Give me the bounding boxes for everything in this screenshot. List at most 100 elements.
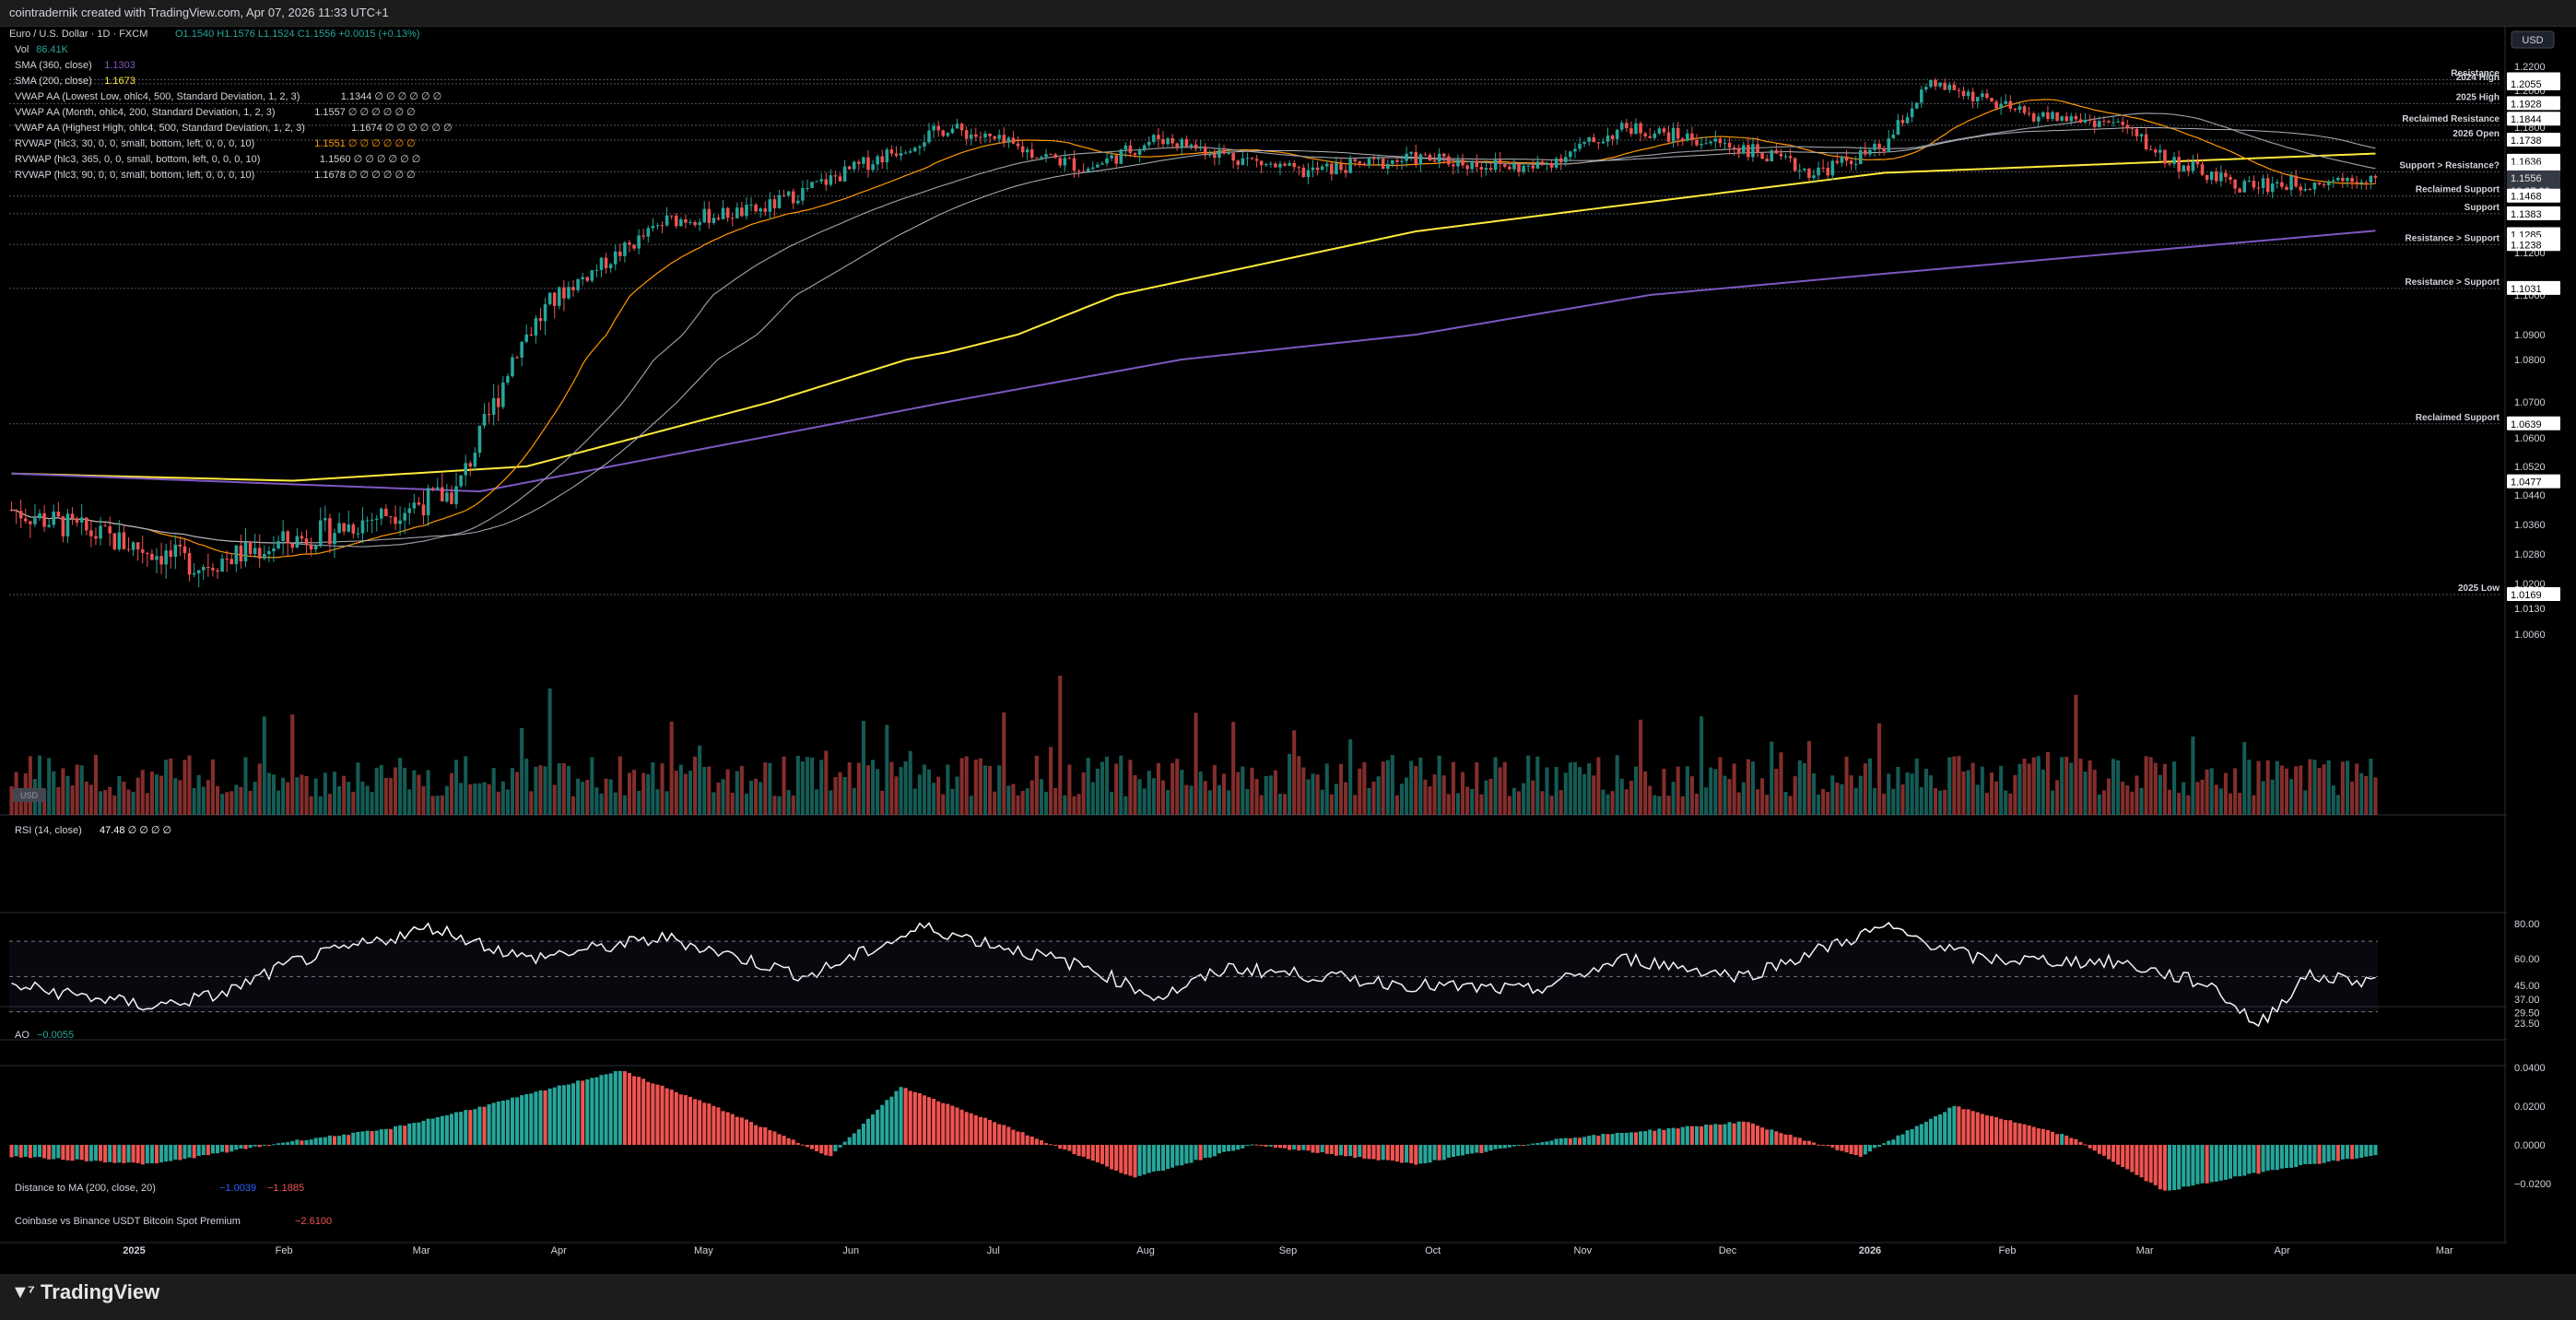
ao-bar xyxy=(1811,1142,1817,1145)
candle-body xyxy=(1311,167,1315,171)
candle-body xyxy=(2111,122,2115,124)
volume-bar xyxy=(1788,796,1793,815)
ao-bar xyxy=(1887,1140,1891,1145)
ao-bar xyxy=(2209,1145,2214,1183)
time-tick-label: Apr xyxy=(551,1245,567,1256)
candle-body xyxy=(754,205,758,212)
candle-body xyxy=(684,218,688,223)
volume-bar xyxy=(9,786,14,815)
ao-bar xyxy=(2364,1145,2369,1157)
volume-bar xyxy=(1063,795,1067,815)
footer xyxy=(0,1274,2576,1320)
candle-body xyxy=(1793,158,1797,171)
time-tick-label: Sep xyxy=(1279,1245,1298,1256)
candle-body xyxy=(2116,122,2120,124)
ao-bar xyxy=(2247,1145,2252,1174)
ao-bar xyxy=(266,1145,271,1146)
volume-bar xyxy=(819,760,824,815)
candle-body xyxy=(1086,169,1090,172)
candle-body xyxy=(243,542,248,562)
volume-bar xyxy=(748,780,754,815)
ao-bar xyxy=(973,1114,978,1145)
volume-bar xyxy=(1137,779,1142,815)
candle-body xyxy=(889,149,894,154)
ao-tick-label: 0.0200 xyxy=(2514,1102,2546,1113)
ao-bar xyxy=(135,1145,140,1163)
ao-bar xyxy=(1268,1145,1273,1147)
candle-body xyxy=(1353,159,1358,161)
ao-label: AO xyxy=(15,1030,29,1041)
volume-bar xyxy=(1704,787,1709,815)
candle-body xyxy=(1227,152,1230,154)
ao-bar xyxy=(2041,1128,2045,1145)
volume-bar xyxy=(538,765,543,815)
candle-body xyxy=(908,151,912,153)
candle-body xyxy=(2121,122,2124,125)
volume-bar xyxy=(800,761,805,815)
level-annotation: Reclaimed Resistance xyxy=(2402,114,2500,124)
candle-body xyxy=(1639,123,1642,134)
candle-body xyxy=(707,208,712,223)
legend-indicator-value: 1.1557 ∅ ∅ ∅ ∅ ∅ ∅ xyxy=(314,107,415,118)
ao-bar xyxy=(253,1145,257,1147)
candle-body xyxy=(871,164,875,171)
tradingview-logo[interactable]: ▼⁷ TradingView xyxy=(11,1280,159,1304)
currency-button-label[interactable]: USD xyxy=(2522,35,2543,46)
currency-button[interactable] xyxy=(2511,30,2555,49)
candle-body xyxy=(1213,154,1217,159)
ao-bar xyxy=(2177,1145,2182,1190)
ao-bar xyxy=(1358,1145,1362,1158)
ao-bar xyxy=(356,1131,360,1145)
ao-bar xyxy=(383,1128,388,1145)
volume-bar xyxy=(2223,772,2228,815)
candle-body xyxy=(1535,161,1540,169)
candle-body xyxy=(2036,116,2041,122)
ao-bar xyxy=(1049,1144,1053,1146)
ao-bar xyxy=(1409,1145,1414,1163)
ao-bar xyxy=(1259,1145,1264,1147)
ao-bar xyxy=(997,1124,1002,1145)
volume-bar xyxy=(2135,775,2139,815)
ao-bar xyxy=(1207,1145,1212,1158)
volume-bar xyxy=(2167,789,2172,815)
volume-bar xyxy=(1689,776,1694,815)
ao-bar xyxy=(1221,1145,1227,1152)
volume-bar xyxy=(1947,757,1952,815)
price-tick-label: 1.0440 xyxy=(2514,490,2546,501)
volume-bar xyxy=(852,787,856,815)
ao-bar xyxy=(318,1137,323,1145)
ao-bar xyxy=(1526,1144,1531,1146)
ao-bar xyxy=(1727,1122,1732,1145)
candle-body xyxy=(23,518,28,522)
volume-bar xyxy=(196,774,201,815)
volume-bar xyxy=(140,770,145,815)
volume-bar xyxy=(1385,760,1390,815)
ao-bar xyxy=(459,1112,464,1145)
candle-body xyxy=(421,504,426,516)
volume-bar xyxy=(187,755,192,815)
volume-bar xyxy=(1755,789,1760,815)
candle-body xyxy=(1180,138,1184,148)
volume-bar xyxy=(683,773,688,815)
ao-bar xyxy=(744,1119,748,1145)
ao-bar xyxy=(772,1131,777,1145)
volume-bar xyxy=(2036,756,2041,815)
ao-bar xyxy=(210,1145,215,1154)
candle-body xyxy=(1648,136,1652,138)
ao-bar xyxy=(2289,1145,2294,1168)
volume-bar xyxy=(988,765,993,815)
volume-bar xyxy=(969,796,973,815)
ao-bar xyxy=(2182,1145,2186,1187)
candle-body xyxy=(2153,149,2158,153)
ao-bar xyxy=(2139,1145,2144,1178)
candle-body xyxy=(1508,166,1511,170)
candle-body xyxy=(103,525,107,527)
ao-bar xyxy=(557,1085,561,1145)
ao-bar xyxy=(1288,1145,1292,1150)
ao-bar xyxy=(1418,1145,1423,1164)
ao-bar xyxy=(1984,1115,1989,1145)
candle-body xyxy=(862,157,865,164)
candle-body xyxy=(309,544,313,549)
ao-bar xyxy=(590,1078,594,1145)
